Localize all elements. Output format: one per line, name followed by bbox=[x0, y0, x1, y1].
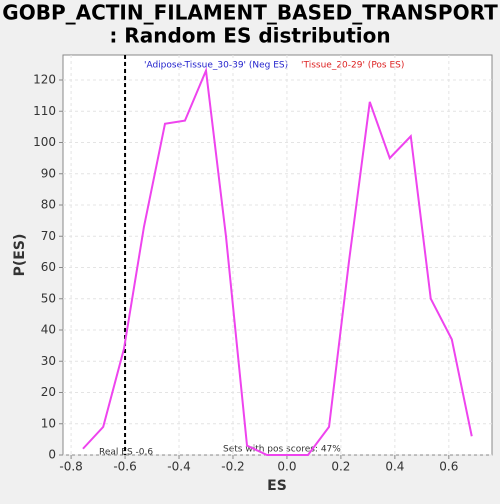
y-tick-label: 90 bbox=[41, 166, 56, 180]
x-tick-label: 0.2 bbox=[331, 460, 350, 474]
y-tick-label: 20 bbox=[41, 385, 56, 399]
legend-pos: 'Tissue_20-29' (Pos ES) bbox=[301, 61, 404, 71]
y-tick-label: 110 bbox=[33, 104, 56, 118]
x-tick-label: 0.0 bbox=[277, 460, 296, 474]
y-tick-label: 70 bbox=[41, 229, 56, 243]
x-tick-label: 0.6 bbox=[439, 460, 458, 474]
y-tick-label: 120 bbox=[33, 73, 56, 87]
pos-note: Sets with pos scores: 47% bbox=[223, 445, 341, 455]
x-tick-label: 0.4 bbox=[385, 460, 404, 474]
x-axis-label: ES bbox=[267, 478, 287, 494]
real-es-label: Real ES -0.6 bbox=[99, 448, 153, 458]
y-tick-label: 40 bbox=[41, 323, 56, 337]
plot-area bbox=[62, 54, 493, 456]
chart-title: GOBP_ACTIN_FILAMENT_BASED_TRANSPORT bbox=[2, 1, 498, 25]
legend-neg: 'Adipose-Tissue_30-39' (Neg ES) bbox=[144, 61, 288, 71]
x-tick-label: -0.4 bbox=[167, 460, 190, 474]
y-tick-label: 10 bbox=[41, 416, 56, 430]
y-tick-label: 0 bbox=[48, 448, 56, 462]
x-tick-label: -0.6 bbox=[113, 460, 136, 474]
y-tick-label: 100 bbox=[33, 135, 56, 149]
y-tick-label: 30 bbox=[41, 354, 56, 368]
y-axis-label: P(ES) bbox=[12, 234, 28, 277]
x-tick-label: -0.2 bbox=[221, 460, 244, 474]
x-tick-label: -0.8 bbox=[59, 460, 82, 474]
series-line bbox=[82, 66, 473, 456]
y-tick-label: 80 bbox=[41, 198, 56, 212]
y-tick-label: 50 bbox=[41, 291, 56, 305]
y-tick-label: 60 bbox=[41, 260, 56, 274]
chart-title: : Random ES distribution bbox=[109, 24, 390, 48]
